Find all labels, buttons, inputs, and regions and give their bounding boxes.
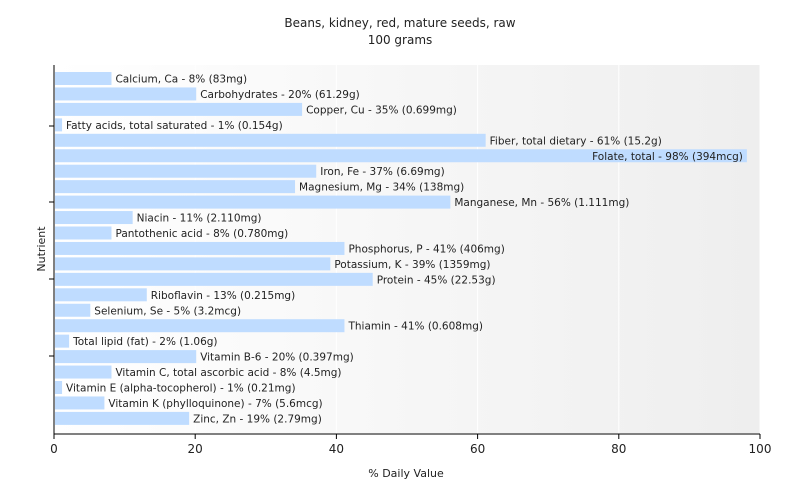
- bar-label: Thiamin - 41% (0.608mg): [347, 321, 483, 333]
- bar-label: Riboflavin - 13% (0.215mg): [151, 290, 295, 302]
- bar-label: Selenium, Se - 5% (3.2mcg): [94, 305, 241, 317]
- bar: [55, 288, 147, 302]
- bar: [55, 381, 63, 394]
- bar: [55, 195, 451, 209]
- bar-label: Vitamin B-6 - 20% (0.397mg): [200, 352, 354, 364]
- bar-label: Iron, Fe - 37% (6.69mg): [320, 166, 444, 178]
- bar-label: Folate, total - 98% (394mcg): [592, 151, 743, 163]
- bar: [55, 411, 190, 425]
- bar: [55, 72, 112, 85]
- bar-label: Fiber, total dietary - 61% (15.2g): [490, 135, 662, 147]
- bar-label: Total lipid (fat) - 2% (1.06g): [72, 336, 217, 348]
- x-tick-label: 20: [188, 442, 203, 456]
- bar: [55, 118, 63, 132]
- bar-label: Vitamin K (phylloquinone) - 7% (5.6mcg): [108, 398, 322, 410]
- bar: [55, 365, 112, 379]
- bar: [55, 211, 133, 225]
- bar: [55, 350, 197, 364]
- bar-label: Fatty acids, total saturated - 1% (0.154…: [66, 120, 283, 132]
- bar: [55, 303, 91, 317]
- bar: [55, 87, 197, 101]
- bar-labels-group: Calcium, Ca - 8% (83mg) Carbohydrates - 2…: [66, 74, 743, 426]
- chart-subtitle: 100 grams: [368, 33, 433, 47]
- bar-label: Magnesium, Mg - 34% (138mg): [299, 182, 464, 194]
- bar-label: Copper, Cu - 35% (0.699mg): [306, 104, 457, 116]
- bar: [55, 319, 345, 333]
- bar: [55, 241, 345, 255]
- bar: [55, 334, 70, 348]
- bar-label: Niacin - 11% (2.110mg): [137, 213, 262, 225]
- bar-label: Potassium, K - 39% (1359mg): [334, 259, 490, 271]
- bar: [55, 226, 112, 240]
- bars-group: [55, 72, 747, 425]
- bar-label: Protein - 45% (22.53g): [377, 274, 496, 286]
- bar-label: Calcium, Ca - 8% (83mg): [115, 74, 247, 86]
- x-axis-ticks: 0 20 40 60 80 100: [50, 434, 771, 456]
- x-tick-label: 40: [329, 442, 344, 456]
- bar: [55, 149, 747, 163]
- bar-label: Carbohydrates - 20% (61.29g): [200, 89, 360, 101]
- bar: [55, 164, 317, 178]
- bar: [55, 102, 303, 116]
- bar: [55, 396, 105, 410]
- bar-label: Manganese, Mn - 56% (1.111mg): [454, 197, 629, 209]
- bar: [55, 133, 486, 147]
- y-axis-ticks: [49, 125, 54, 357]
- bar-label: Zinc, Zn - 19% (2.79mg): [193, 413, 322, 425]
- bar-label: Vitamin C, total ascorbic acid - 8% (4.5…: [115, 367, 341, 379]
- bar-label: Pantothenic acid - 8% (0.780mg): [115, 228, 288, 240]
- bar-label: Phosphorus, P - 41% (406mg): [348, 243, 504, 255]
- x-tick-label: 60: [470, 442, 485, 456]
- x-axis-label: % Daily Value: [368, 467, 444, 480]
- bar-label: Vitamin E (alpha-tocopherol) - 1% (0.21m…: [66, 383, 296, 395]
- y-axis-label: Nutrient: [35, 226, 48, 272]
- x-tick-label: 80: [611, 442, 626, 456]
- bar: [55, 180, 296, 194]
- chart-title: Beans, kidney, red, mature seeds, raw: [284, 16, 515, 30]
- bar: [55, 257, 331, 271]
- x-tick-label: 100: [749, 442, 772, 456]
- x-tick-label: 0: [50, 442, 58, 456]
- bar: [55, 272, 373, 286]
